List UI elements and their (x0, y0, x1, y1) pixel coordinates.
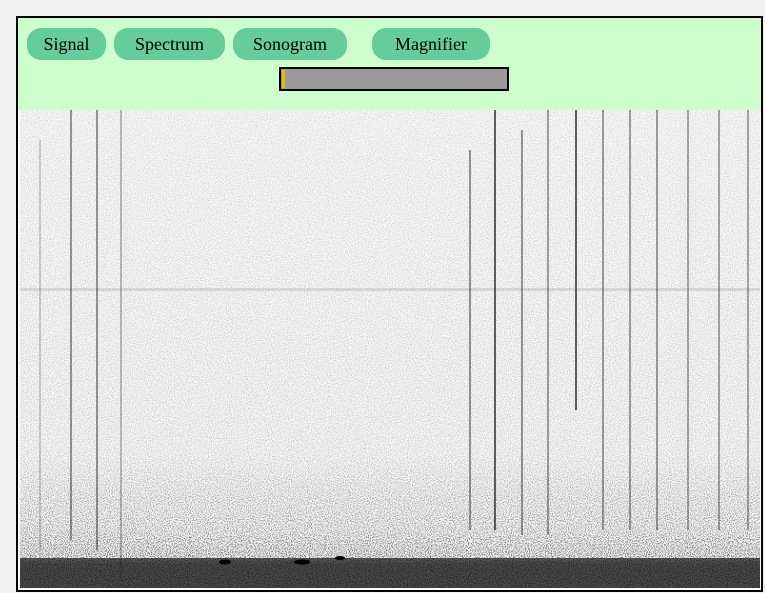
progress-bar (279, 67, 509, 91)
toolbar: Signal Spectrum Sonogram Magnifier (18, 18, 761, 110)
horizontal-band (20, 288, 760, 291)
sonogram-panel: Signal Spectrum Sonogram Magnifier (16, 16, 763, 592)
vertical-lines (39, 110, 749, 580)
spectrum-button[interactable]: Spectrum (114, 28, 225, 60)
sonogram-image (20, 110, 760, 588)
signal-button[interactable]: Signal (27, 28, 106, 60)
dark-spots (219, 556, 345, 565)
sonogram-button[interactable]: Sonogram (233, 28, 347, 60)
progress-marker (282, 70, 285, 88)
low-frequency-noise (20, 110, 760, 588)
magnifier-button[interactable]: Magnifier (372, 28, 490, 60)
